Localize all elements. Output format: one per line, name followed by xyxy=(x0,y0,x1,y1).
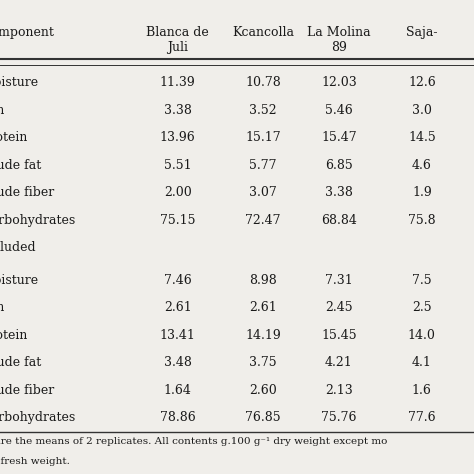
Text: 3.38: 3.38 xyxy=(325,186,353,200)
Text: 11.39: 11.39 xyxy=(160,76,196,90)
Text: Ash: Ash xyxy=(0,104,4,117)
Text: 3.38: 3.38 xyxy=(164,104,191,117)
Text: 7.5: 7.5 xyxy=(412,273,432,287)
Text: Crude fat: Crude fat xyxy=(0,356,41,369)
Text: 7.31: 7.31 xyxy=(325,273,353,287)
Text: 77.6: 77.6 xyxy=(408,411,436,424)
Text: Carbohydrates: Carbohydrates xyxy=(0,411,75,424)
Text: 12.03: 12.03 xyxy=(321,76,357,90)
Text: 1.6: 1.6 xyxy=(412,383,432,397)
Text: 78.86: 78.86 xyxy=(160,411,196,424)
Text: 4.6: 4.6 xyxy=(412,159,432,172)
Text: 2.45: 2.45 xyxy=(325,301,353,314)
Text: ta are the means of 2 replicates. All contents g.100 g⁻¹ dry weight except mo: ta are the means of 2 replicates. All co… xyxy=(0,437,387,446)
Text: 1.9: 1.9 xyxy=(412,186,432,200)
Text: 2.61: 2.61 xyxy=(249,301,277,314)
Text: Carbohydrates: Carbohydrates xyxy=(0,214,75,227)
Text: 1.64: 1.64 xyxy=(164,383,191,397)
Text: 14.19: 14.19 xyxy=(245,328,281,342)
Text: 72.47: 72.47 xyxy=(246,214,281,227)
Text: Moisture: Moisture xyxy=(0,76,38,90)
Text: 5.46: 5.46 xyxy=(325,104,353,117)
Text: 2.60: 2.60 xyxy=(249,383,277,397)
Text: 12.6: 12.6 xyxy=(408,76,436,90)
Text: Component: Component xyxy=(0,26,54,39)
Text: Crude fat: Crude fat xyxy=(0,159,41,172)
Text: 6.85: 6.85 xyxy=(325,159,353,172)
Text: 14.5: 14.5 xyxy=(408,131,436,145)
Text: Ash: Ash xyxy=(0,301,4,314)
Text: 15.47: 15.47 xyxy=(321,131,357,145)
Text: 2.13: 2.13 xyxy=(325,383,353,397)
Text: 3.0: 3.0 xyxy=(412,104,432,117)
Text: 4.21: 4.21 xyxy=(325,356,353,369)
Text: Saja-: Saja- xyxy=(406,26,438,39)
Text: 3.75: 3.75 xyxy=(249,356,277,369)
Text: 10.78: 10.78 xyxy=(245,76,281,90)
Text: 5.77: 5.77 xyxy=(249,159,277,172)
Text: Moisture: Moisture xyxy=(0,273,38,287)
Text: Crude fiber: Crude fiber xyxy=(0,186,55,200)
Text: Crude fiber: Crude fiber xyxy=(0,383,55,397)
Text: 2.5: 2.5 xyxy=(412,301,432,314)
Text: 15.45: 15.45 xyxy=(321,328,357,342)
Text: 7.46: 7.46 xyxy=(164,273,191,287)
Text: 68.84: 68.84 xyxy=(321,214,357,227)
Text: 2.00: 2.00 xyxy=(164,186,191,200)
Text: Kcancolla: Kcancolla xyxy=(232,26,294,39)
Text: Protein: Protein xyxy=(0,131,27,145)
Text: 3.48: 3.48 xyxy=(164,356,191,369)
Text: 75.8: 75.8 xyxy=(408,214,436,227)
Text: 75.76: 75.76 xyxy=(321,411,356,424)
Text: 76.85: 76.85 xyxy=(245,411,281,424)
Text: g⁻¹ fresh weight.: g⁻¹ fresh weight. xyxy=(0,457,70,466)
Text: 14.0: 14.0 xyxy=(408,328,436,342)
Text: Blanca de
Juli: Blanca de Juli xyxy=(146,26,209,54)
Text: 4.1: 4.1 xyxy=(412,356,432,369)
Text: 13.41: 13.41 xyxy=(160,328,196,342)
Text: Protein: Protein xyxy=(0,328,27,342)
Text: 15.17: 15.17 xyxy=(245,131,281,145)
Text: 5.51: 5.51 xyxy=(164,159,191,172)
Text: 3.07: 3.07 xyxy=(249,186,277,200)
Text: 13.96: 13.96 xyxy=(160,131,196,145)
Text: La Molina
89: La Molina 89 xyxy=(307,26,371,54)
Text: included: included xyxy=(0,241,36,255)
Text: 2.61: 2.61 xyxy=(164,301,191,314)
Text: 8.98: 8.98 xyxy=(249,273,277,287)
Text: 3.52: 3.52 xyxy=(249,104,277,117)
Text: 75.15: 75.15 xyxy=(160,214,195,227)
